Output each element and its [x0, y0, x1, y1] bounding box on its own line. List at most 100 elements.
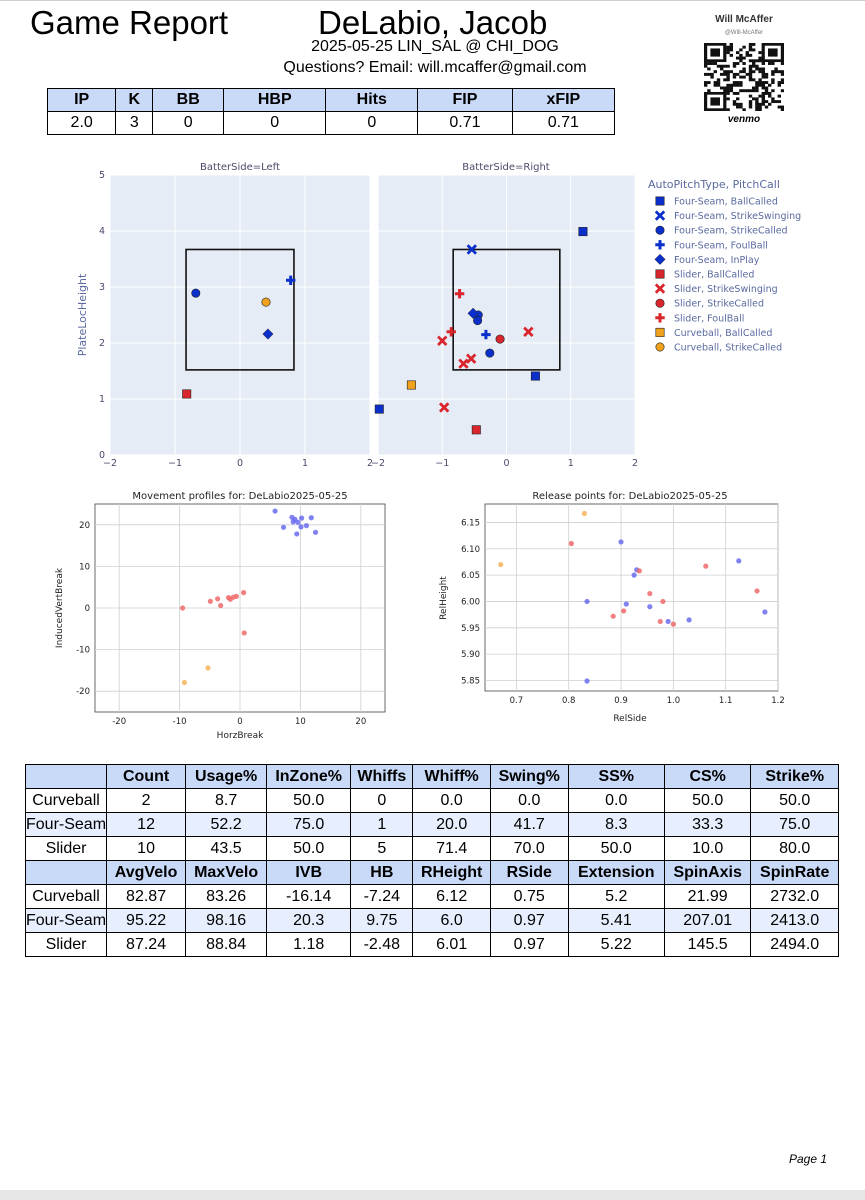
movement-ylabel: InducedVertBreak: [55, 567, 65, 648]
qr-module: [771, 62, 775, 65]
y-tick-label: 5.90: [461, 650, 480, 660]
qr-module: [732, 75, 737, 79]
release-title: Release points for: DeLabio2025-05-25: [532, 491, 727, 502]
scatter-point: [241, 590, 247, 596]
summary-value-k: 3: [115, 111, 154, 135]
qr-module: [726, 78, 730, 82]
summary-header-fip: FIP: [417, 88, 513, 112]
x-tick-label: −1: [168, 458, 182, 469]
qr-module: [742, 67, 746, 71]
qr-module: [758, 56, 762, 60]
qr-module: [726, 70, 730, 74]
column-header: SpinRate: [750, 860, 839, 885]
row-label: Slider: [24, 932, 108, 957]
pitch-marker: [374, 404, 384, 414]
qr-module: [720, 86, 724, 90]
qr-module: [729, 43, 733, 46]
qr-module: [764, 105, 769, 109]
qr-module: [774, 67, 778, 71]
table-cell: 145.5: [663, 932, 752, 957]
x-tick-label: 1.0: [667, 696, 681, 706]
scatter-point: [670, 621, 676, 627]
qr-module: [768, 94, 772, 98]
qr-module: [755, 108, 759, 111]
pitch-marker: [485, 348, 495, 358]
legend-marker: [654, 210, 666, 221]
scatter-point: [754, 588, 760, 594]
row-label: Four-Seam: [24, 812, 108, 837]
qr-finder: [768, 48, 778, 57]
pitch-marker: [458, 358, 469, 369]
qr-module: [704, 83, 708, 87]
column-header: Whiffs: [350, 764, 414, 789]
qr-module: [704, 64, 708, 68]
qr-module: [755, 64, 759, 68]
qr-module: [739, 53, 743, 57]
strike-zone-box: [452, 248, 561, 371]
x-tick-label: 1.2: [771, 696, 785, 706]
qr-module: [736, 51, 740, 55]
x-tick-label: -10: [173, 717, 187, 727]
legend-label: Four-Seam, BallCalled: [674, 197, 778, 208]
release-xlabel: RelSide: [613, 714, 647, 724]
x-tick-label: 20: [355, 717, 366, 727]
table-cell: 20.3: [266, 908, 352, 933]
qr-module: [748, 105, 753, 109]
qr-module: [736, 72, 740, 76]
table-cell: 2413.0: [750, 908, 839, 933]
table-cell: 0: [350, 788, 414, 813]
report-title: Game Report: [30, 4, 229, 41]
qr-module: [748, 89, 753, 93]
table-cell: 2: [106, 788, 187, 813]
scatter-point: [308, 515, 314, 521]
row-label: Slider: [24, 836, 108, 861]
summary-header-xfip: xFIP: [511, 88, 616, 112]
release-frame: [484, 503, 779, 692]
legend-title: AutoPitchType, PitchCall: [648, 178, 780, 191]
column-header: AvgVelo: [106, 860, 187, 885]
qr-module: [723, 89, 727, 93]
movement-title: Movement profiles for: DeLabio2025-05-25: [132, 491, 347, 502]
x-tick-label: -20: [112, 717, 126, 727]
qr-module: [771, 81, 775, 84]
qr-module: [723, 64, 727, 68]
scatter-point: [295, 519, 301, 525]
scatter-point: [207, 598, 213, 604]
summary-header-hbp: HBP: [223, 88, 327, 112]
scatter-point: [584, 678, 590, 684]
table-cell: 5.2: [567, 884, 665, 909]
qr-code-icon[interactable]: [704, 43, 784, 111]
qr-module: [748, 100, 753, 104]
y-tick-label: -10: [76, 646, 90, 656]
y-tick-label: 4: [99, 226, 105, 237]
qr-module: [707, 62, 711, 65]
table-cell: 5.22: [567, 932, 665, 957]
legend-label: Slider, StrikeSwinging: [674, 284, 778, 295]
y-axis-label: PlateLocHeight: [76, 273, 89, 356]
qr-module: [739, 56, 743, 60]
qr-module: [729, 70, 733, 74]
qr-module: [736, 105, 740, 109]
scatter-point: [294, 531, 300, 537]
pitch-marker: [437, 335, 448, 346]
scatter-point: [660, 598, 666, 605]
qr-module: [777, 94, 781, 98]
pitch-marker: [481, 329, 491, 340]
qr-module: [748, 64, 753, 68]
x-tick-label: −1: [435, 458, 449, 469]
table-cell: 0.97: [489, 908, 569, 933]
qr-module: [761, 86, 765, 90]
left-panel-title: BatterSide=Left: [200, 162, 280, 173]
qr-module: [755, 105, 759, 109]
y-tick-label: 6.00: [461, 597, 480, 607]
table-cell: 9.75: [350, 908, 414, 933]
qr-module: [774, 70, 778, 74]
venmo-qr-card: Will McAffer @Will-McAffer venmo: [692, 14, 796, 130]
venmo-handle: @Will-McAffer: [724, 30, 764, 36]
table-cell: 82.87: [106, 884, 187, 909]
scatter-point: [299, 515, 305, 521]
qr-module: [774, 100, 778, 104]
legend-label: Slider, FoulBall: [674, 313, 744, 324]
column-header: HB: [350, 860, 414, 885]
qr-module: [748, 78, 753, 82]
